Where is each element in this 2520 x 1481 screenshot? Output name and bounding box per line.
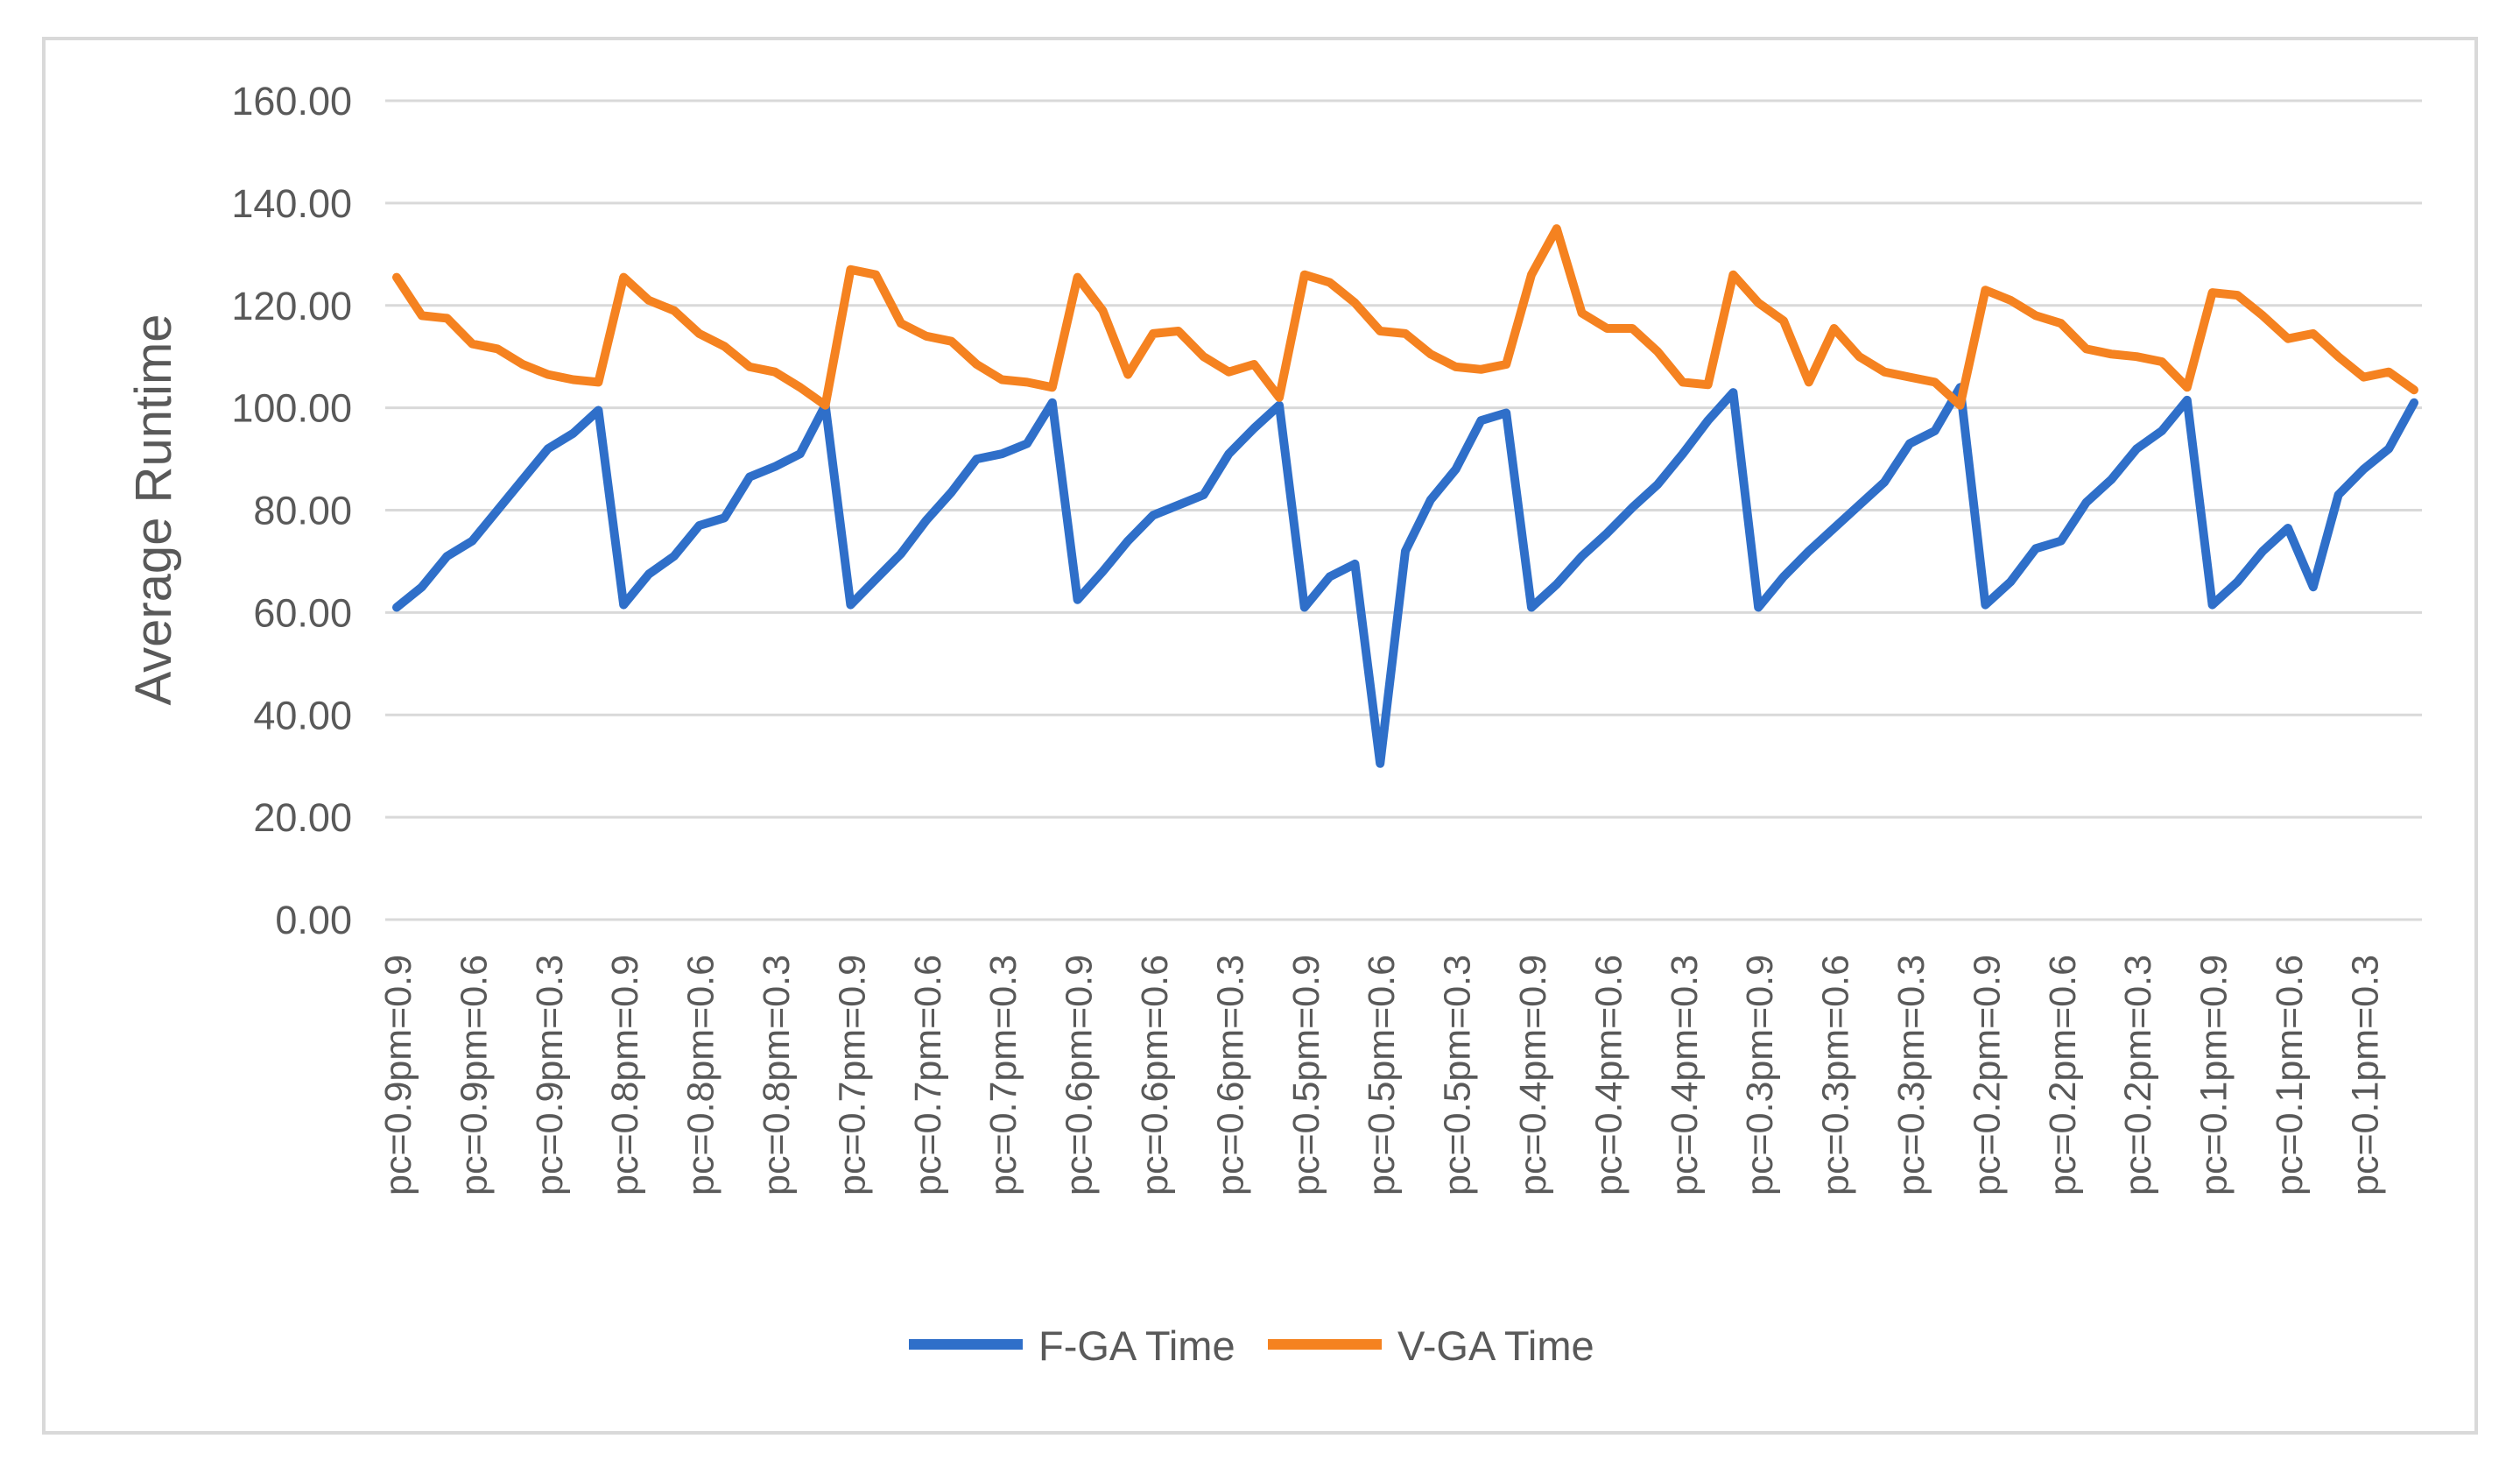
- x-tick-label: pc=0.6pm=0.6: [1134, 955, 1176, 1195]
- x-tick-label: pc=0.9pm=0.6: [453, 955, 495, 1195]
- legend-label-v-ga: V-GA Time: [1397, 1322, 1594, 1369]
- x-tick-label: pc=0.2pm=0.9: [1966, 955, 2008, 1195]
- grid-lines: [385, 99, 2422, 819]
- x-tick-label: pc=0.6pm=0.3: [1209, 955, 1251, 1195]
- series-lines: [392, 224, 2418, 768]
- x-tick-label: pc=0.1pm=0.9: [2193, 955, 2235, 1195]
- x-tick-label: pc=0.4pm=0.9: [1512, 955, 1554, 1195]
- y-tick-label: 160.00: [231, 79, 352, 123]
- series-line-f-ga: [392, 383, 2418, 768]
- legend: F-GA Time V-GA Time: [909, 1322, 1594, 1369]
- x-tick-label: pc=0.7pm=0.3: [982, 955, 1024, 1195]
- legend-label-f-ga: F-GA Time: [1038, 1322, 1235, 1369]
- x-tick-label: pc=0.5pm=0.3: [1437, 955, 1479, 1195]
- x-tick-label: pc=0.8pm=0.3: [756, 955, 798, 1195]
- x-tick-label: pc=0.2pm=0.3: [2117, 955, 2159, 1195]
- x-tick-label: pc=0.1pm=0.6: [2269, 955, 2311, 1195]
- x-tick-label: pc=0.5pm=0.9: [1285, 955, 1327, 1195]
- x-tick-label: pc=0.3pm=0.9: [1739, 955, 1781, 1195]
- x-tick-label: pc=0.8pm=0.9: [604, 955, 646, 1195]
- y-tick-label: 100.00: [231, 386, 352, 431]
- y-axis-tick-labels: 0.00 20.00 40.00 60.00 80.00 100.00 120.00 140.…: [231, 79, 352, 942]
- y-axis-title: Average Runtime: [125, 314, 182, 705]
- y-tick-label: 0.00: [275, 898, 352, 942]
- y-tick-label: 120.00: [231, 284, 352, 328]
- y-tick-label: 40.00: [253, 693, 352, 737]
- y-tick-label: 80.00: [253, 489, 352, 533]
- x-tick-label: pc=0.7pm=0.9: [831, 955, 873, 1195]
- x-tick-label: pc=0.3pm=0.6: [1815, 955, 1857, 1195]
- y-tick-label: 140.00: [231, 181, 352, 226]
- x-tick-label: pc=0.1pm=0.3: [2344, 955, 2386, 1195]
- x-tick-label: pc=0.2pm=0.6: [2042, 955, 2084, 1195]
- x-tick-label: pc=0.8pm=0.6: [680, 955, 722, 1195]
- x-axis-tick-labels: pc=0.9pm=0.9 pc=0.9pm=0.6 pc=0.9pm=0.3 pc=0…: [377, 955, 2386, 1195]
- x-tick-label: pc=0.6pm=0.9: [1059, 955, 1101, 1195]
- x-tick-label: pc=0.4pm=0.6: [1587, 955, 1630, 1195]
- x-tick-label: pc=0.4pm=0.3: [1664, 955, 1706, 1195]
- y-tick-label: 60.00: [253, 590, 352, 635]
- x-tick-label: pc=0.5pm=0.6: [1361, 955, 1403, 1195]
- y-tick-label: 20.00: [253, 795, 352, 840]
- x-tick-label: pc=0.3pm=0.3: [1890, 955, 1932, 1195]
- x-tick-label: pc=0.9pm=0.9: [377, 955, 419, 1195]
- x-tick-label: pc=0.7pm=0.6: [907, 955, 949, 1195]
- series-line-v-ga: [392, 224, 2418, 410]
- chart-frame: [42, 37, 2478, 1435]
- x-tick-label: pc=0.9pm=0.3: [529, 955, 571, 1195]
